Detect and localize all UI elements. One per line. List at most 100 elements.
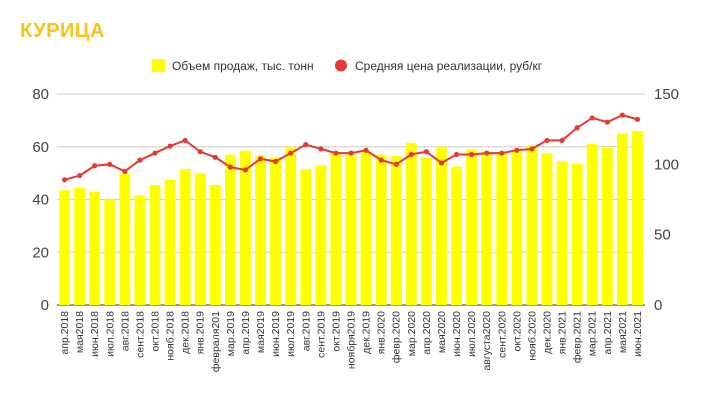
- line-point: [212, 154, 218, 160]
- line-point: [137, 157, 143, 163]
- legend: Объем продаж, тыс. тонн Средняя цена реа…: [152, 59, 543, 73]
- line-point: [363, 147, 369, 153]
- line-point: [273, 158, 279, 165]
- x-axis-tick-label: дек.2018: [180, 311, 192, 354]
- bar: [436, 146, 447, 305]
- legend-line-label: Средняя цена реализации, руб/кг: [355, 59, 543, 73]
- x-axis-tick-label: нояб.2020: [526, 311, 538, 361]
- x-axis-tick-label: мая2021: [617, 311, 629, 353]
- x-axis-tick-label: мая2020: [436, 311, 448, 353]
- line-point: [393, 161, 399, 167]
- bar: [330, 152, 342, 305]
- x-axis-tick-label: авг.2019: [300, 311, 312, 351]
- x-axis-tick-label: апр.2020: [421, 311, 433, 355]
- x-axis-tick-label: авг.2018: [119, 311, 131, 351]
- bar: [481, 152, 493, 305]
- x-axis-tick-label: окт.2020: [511, 311, 523, 352]
- x-axis-tick-label: ноября2019: [346, 311, 358, 369]
- line-point: [574, 125, 580, 131]
- bar: [224, 154, 236, 305]
- line-series: [61, 112, 641, 183]
- x-axis-tick-label: мар.2021: [587, 311, 599, 356]
- x-axis-tick-label: апр.2018: [59, 311, 71, 355]
- right-axis-tick-label: 150: [654, 86, 679, 103]
- x-axis-tick-label: августа2020: [481, 311, 493, 371]
- bar: [556, 161, 568, 305]
- line-point: [544, 137, 550, 144]
- line-point: [182, 137, 188, 144]
- bar: [134, 195, 146, 305]
- line-point: [122, 168, 128, 174]
- x-axis-tick-label: мая2019: [255, 311, 267, 353]
- left-axis-tick-label: 60: [32, 139, 49, 156]
- left-axis-tick-label: 0: [41, 297, 49, 314]
- right-axis-tick-label: 50: [654, 227, 671, 244]
- bar: [74, 187, 86, 305]
- bar: [375, 154, 387, 305]
- bar: [526, 145, 538, 305]
- line-point: [438, 160, 445, 166]
- line-point: [257, 156, 264, 162]
- x-axis-tick-label: июн.2018: [89, 311, 101, 357]
- bar: [511, 152, 523, 305]
- line-point: [589, 115, 595, 121]
- x-axis-tick-label: июл.2020: [466, 311, 478, 357]
- left-axis-tick-label: 40: [32, 192, 49, 209]
- line-point: [288, 150, 294, 156]
- line-point: [619, 112, 625, 118]
- bar: [285, 146, 297, 305]
- x-axis-tick-label: янв.2021: [557, 311, 569, 354]
- bar: [601, 148, 613, 305]
- x-axis-tick-labels: апр.2018 мая2018 июн.2018 июл.2018 авг.2018 с…: [59, 311, 644, 372]
- bar: [541, 153, 553, 305]
- bar: [255, 155, 266, 305]
- line-point: [453, 151, 460, 158]
- bar: [405, 142, 417, 305]
- left-axis-ticks: 0 20 40 60 80: [32, 86, 49, 314]
- line-point: [499, 150, 505, 156]
- bar: [240, 150, 251, 305]
- x-axis-tick-label: сент.2020: [496, 311, 508, 358]
- bar: [119, 173, 131, 305]
- line-point: [318, 146, 324, 152]
- line-point: [333, 150, 339, 156]
- bar: [571, 163, 583, 305]
- bar: [315, 165, 327, 305]
- bar: [164, 179, 176, 305]
- line-point: [242, 167, 249, 173]
- x-axis-tick-label: июн.2020: [451, 311, 463, 357]
- x-axis-tick-label: дек.2019: [361, 311, 373, 354]
- bar: [300, 169, 312, 305]
- x-axis-tick-label: окт.2019: [330, 311, 342, 352]
- line-point: [529, 146, 535, 152]
- x-axis-tick-label: сент.2018: [134, 311, 146, 358]
- bar: [496, 153, 508, 305]
- x-axis-tick-label: дек.2020: [542, 311, 554, 354]
- line-point: [469, 151, 475, 158]
- bar: [586, 144, 598, 305]
- x-axis-tick-label: июл.2018: [104, 311, 116, 357]
- line-point: [167, 143, 173, 149]
- legend-bar-swatch: [152, 59, 165, 72]
- left-axis-tick-label: 20: [32, 244, 49, 261]
- x-axis-tick-label: июл.2019: [285, 311, 297, 357]
- bar: [420, 157, 432, 305]
- bar: [104, 199, 116, 305]
- x-axis-tick-label: февр.2020: [391, 311, 403, 363]
- line-point: [61, 177, 68, 183]
- x-axis-tick-label: апр.2019: [240, 311, 252, 355]
- right-axis-tick-label: 0: [654, 297, 662, 314]
- bar: [632, 130, 643, 305]
- x-axis-tick-label: янв.2020: [376, 311, 388, 354]
- line-point: [152, 150, 158, 156]
- left-axis-tick-label: 80: [32, 86, 49, 103]
- bar: [616, 133, 628, 305]
- bar: [59, 190, 70, 305]
- line-point: [378, 157, 384, 163]
- x-axis-tick-label: февр.2021: [572, 311, 584, 363]
- x-axis-tick-label: апр.2021: [602, 311, 614, 355]
- bar: [345, 154, 357, 305]
- chart-title: КУРИЦА: [20, 20, 105, 42]
- x-axis-tick-label: мар.2019: [225, 311, 237, 356]
